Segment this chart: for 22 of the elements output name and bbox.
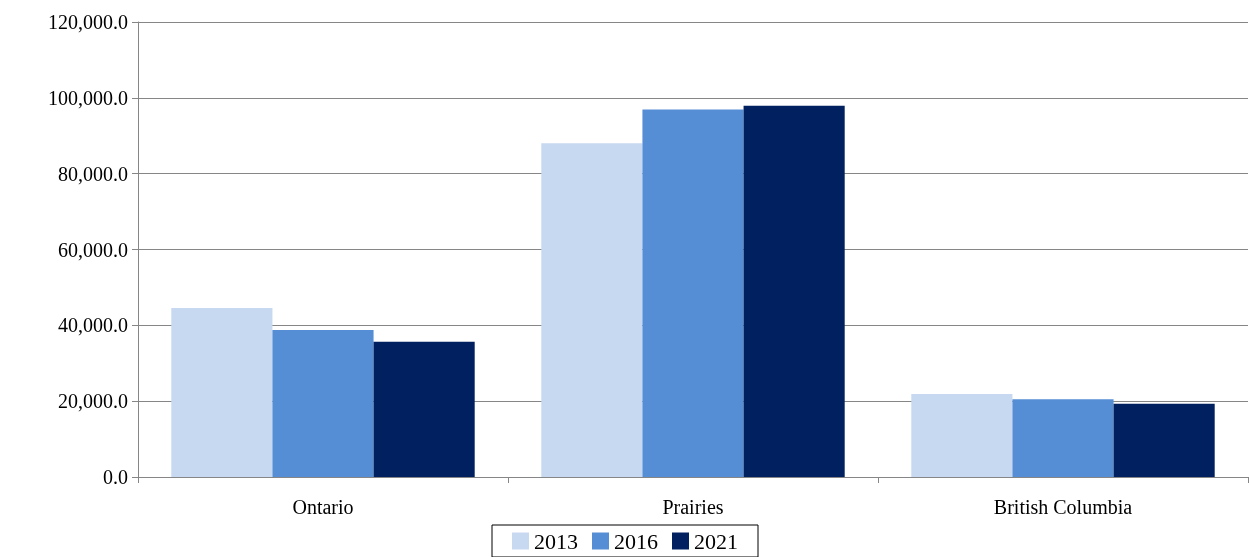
y-tick-label: 80,000.0: [58, 162, 128, 185]
bar: [373, 341, 475, 477]
legend-label: 2016: [614, 528, 658, 554]
legend-label: 2013: [534, 528, 578, 554]
y-tick-label: 40,000.0: [58, 314, 128, 337]
bar: [743, 105, 845, 477]
y-tick-label: 60,000.0: [58, 238, 128, 261]
bar: [171, 307, 273, 477]
y-tick-label: 100,000.0: [48, 86, 128, 109]
x-tick-label: Ontario: [292, 496, 354, 518]
x-tick-label: Prairies: [662, 496, 724, 518]
bar: [911, 393, 1013, 477]
legend-label: 2021: [694, 528, 738, 554]
bar: [541, 143, 643, 477]
y-tick-label: 120,000.0: [48, 11, 128, 33]
bar: [272, 329, 374, 477]
y-tick-label: 20,000.0: [58, 390, 128, 413]
bar: [1012, 399, 1114, 477]
y-tick-label: 0.0: [103, 466, 128, 488]
bar: [642, 109, 744, 477]
x-tick-label: British Columbia: [993, 496, 1133, 518]
bar: [1113, 403, 1215, 477]
